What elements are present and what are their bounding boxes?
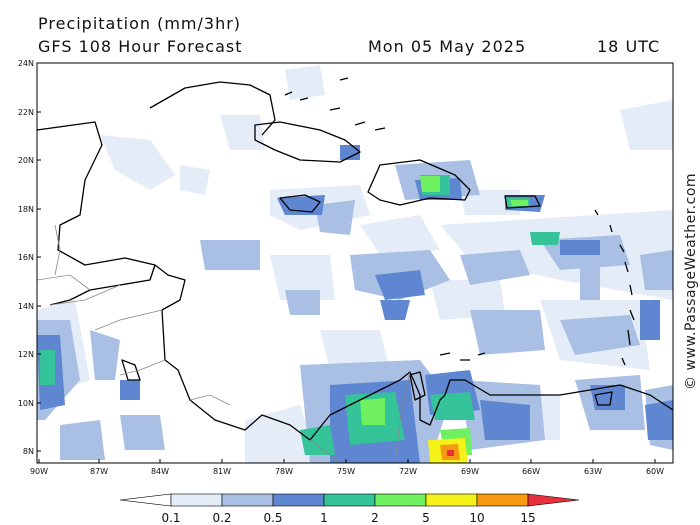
lat-label-10n: 10N <box>18 399 34 408</box>
watermark-container: © www.PassageWeather.com <box>683 173 699 390</box>
precip-fields <box>37 65 673 463</box>
colorbar-bin-4 <box>323 493 376 507</box>
colorbar-cap-high <box>527 493 580 507</box>
watermark-text: © www.PassageWeather.com <box>683 173 699 390</box>
latitude-ticks: 24N 22N 20N 18N 16N 14N 12N 10N 8N <box>18 59 41 456</box>
colorbar-bin-2 <box>221 493 274 507</box>
colorbar-bin-6 <box>425 493 478 507</box>
lat-label-14n: 14N <box>18 302 34 311</box>
colorbar-label: 1 <box>320 511 328 525</box>
colorbar-bin-7 <box>476 493 529 507</box>
lon-label-75w: 75W <box>337 467 355 476</box>
lat-label-24n: 24N <box>18 59 34 68</box>
colorbar: 0.1 0.2 0.5 1 2 5 10 15 <box>119 493 580 525</box>
forecast-label: GFS 108 Hour Forecast <box>38 37 243 56</box>
coastlines <box>37 77 673 441</box>
lat-label-8n: 8N <box>23 447 34 456</box>
lon-label-60w: 60W <box>646 467 664 476</box>
colorbar-label: 0.1 <box>161 511 180 525</box>
forecast-time: 18 UTC <box>597 37 661 56</box>
colorbar-bin-5 <box>374 493 427 507</box>
colorbar-label: 2 <box>371 511 379 525</box>
lon-label-69w: 69W <box>461 467 479 476</box>
lon-label-84w: 84W <box>151 467 169 476</box>
lon-label-78w: 78W <box>275 467 293 476</box>
lon-label-66w: 66W <box>522 467 540 476</box>
colorbar-label: 10 <box>469 511 484 525</box>
colorbar-bin-1 <box>170 493 223 507</box>
lat-label-18n: 18N <box>18 205 34 214</box>
colorbar-cap-low <box>119 493 172 507</box>
lat-label-12n: 12N <box>18 350 34 359</box>
lon-label-81w: 81W <box>213 467 231 476</box>
lon-label-87w: 87W <box>90 467 108 476</box>
lat-label-20n: 20N <box>18 156 34 165</box>
colorbar-label: 0.5 <box>263 511 282 525</box>
colorbar-label: 15 <box>520 511 535 525</box>
longitude-ticks: 90W 87W 84W 81W 78W 75W 72W 69W 66W 63W 60W <box>30 459 664 476</box>
borders <box>37 224 411 463</box>
lon-label-90w: 90W <box>30 467 48 476</box>
chart-title: Precipitation (mm/3hr) <box>38 14 242 33</box>
lon-label-63w: 63W <box>584 467 602 476</box>
map-frame <box>36 62 674 464</box>
colorbar-bin-3 <box>272 493 325 507</box>
lat-label-16n: 16N <box>18 253 34 262</box>
forecast-date: Mon 05 May 2025 <box>368 37 527 56</box>
colorbar-label: 5 <box>422 511 430 525</box>
lon-label-72w: 72W <box>399 467 417 476</box>
colorbar-label: 0.2 <box>212 511 231 525</box>
lat-label-22n: 22N <box>18 108 34 117</box>
